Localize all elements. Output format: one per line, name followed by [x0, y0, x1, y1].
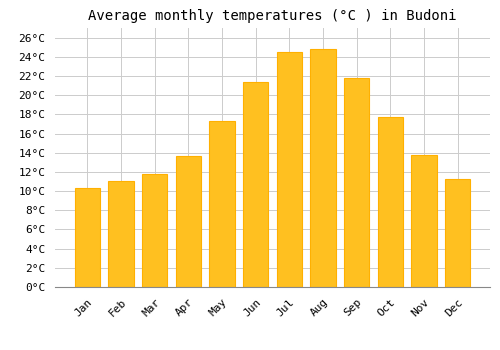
Bar [445, 178, 470, 287]
Bar [243, 82, 268, 287]
Bar [344, 78, 370, 287]
Bar [412, 155, 436, 287]
Bar [276, 52, 302, 287]
Bar [142, 174, 168, 287]
Bar [210, 121, 234, 287]
Bar [75, 188, 100, 287]
Title: Average monthly temperatures (°C ) in Budoni: Average monthly temperatures (°C ) in Bu… [88, 9, 457, 23]
Bar [108, 182, 134, 287]
Bar [378, 117, 403, 287]
Bar [310, 49, 336, 287]
Bar [176, 156, 201, 287]
